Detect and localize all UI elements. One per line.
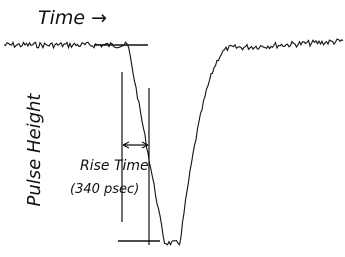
page: {"axis_labels": {"time": "Time →", "puls… xyxy=(0,0,345,253)
rise-time-value: (340 psec) xyxy=(70,182,139,197)
time-label: Time → xyxy=(38,7,107,29)
pulse-trace xyxy=(4,39,343,245)
pulse-height-label: Pulse Height xyxy=(24,93,45,207)
rise-time-label: Rise Time xyxy=(80,158,149,174)
pulse-diagram: Time → Pulse Height Rise Time (340 psec) xyxy=(0,0,345,253)
